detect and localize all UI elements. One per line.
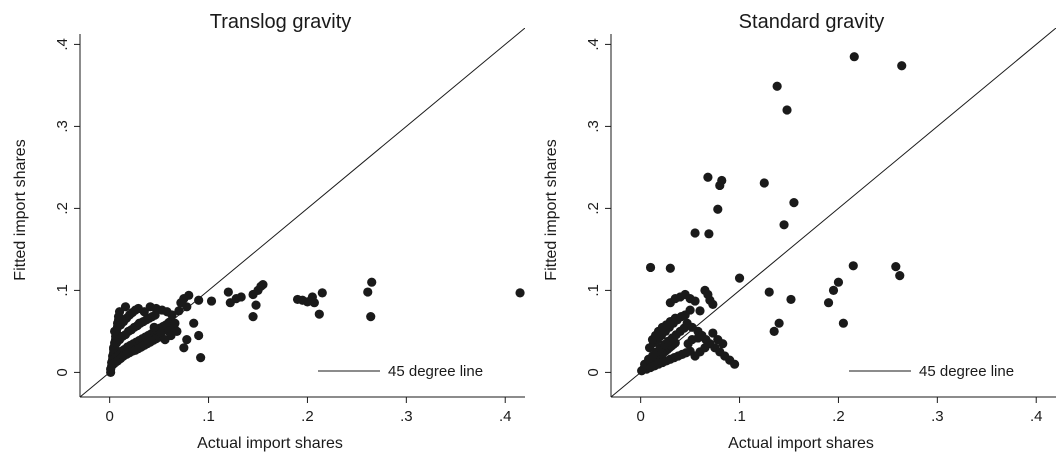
- scatter-point: [258, 280, 268, 290]
- scatter-point: [690, 228, 700, 238]
- scatter-point: [366, 312, 376, 322]
- scatter-point: [786, 294, 796, 305]
- scatter-point: [708, 328, 718, 338]
- scatter-point: [194, 330, 204, 341]
- scatter-point: [734, 273, 745, 283]
- scatter-point: [317, 288, 327, 298]
- scatter-point: [685, 305, 695, 315]
- scatter-plot-translog: Translog gravity 0 .1 .2 .3 .4 0 .1 .2 .3 .4 Actual…: [12, 11, 525, 452]
- scatter-point: [823, 298, 834, 308]
- scatter-point: [895, 271, 905, 281]
- x-tick-label: .3: [400, 408, 413, 425]
- y-tick-label: .2: [585, 202, 602, 215]
- scatter-points: [106, 277, 525, 377]
- scatter-point: [182, 302, 192, 312]
- scatter-point: [717, 175, 727, 186]
- scatter-point: [833, 277, 844, 287]
- scatter-point: [174, 306, 184, 316]
- x-tick-label: .2: [832, 408, 845, 425]
- scatter-point: [189, 318, 199, 328]
- scatter-point: [196, 353, 206, 363]
- scatter-point: [718, 339, 728, 349]
- y-axis-title: Fitted import shares: [543, 139, 560, 280]
- scatter-point: [759, 178, 769, 188]
- scatter-point: [167, 310, 177, 320]
- scatter-point: [838, 318, 848, 328]
- x-tick-label: .4: [1030, 408, 1043, 425]
- scatter-point: [849, 52, 859, 62]
- scatter-point: [665, 263, 675, 273]
- scatter-point: [179, 343, 189, 353]
- scatter-point: [891, 262, 901, 272]
- scatter-point: [645, 262, 656, 273]
- scatter-point: [708, 299, 718, 309]
- scatter-point: [690, 296, 700, 306]
- scatter-point: [515, 288, 525, 298]
- y-tick-label: .4: [54, 38, 71, 51]
- scatter-point: [314, 309, 324, 319]
- scatter-point: [704, 229, 714, 239]
- x-tick-label: .3: [931, 408, 944, 425]
- x-tick-label: 0: [105, 408, 113, 425]
- scatter-point: [713, 204, 723, 214]
- scatter-point: [848, 261, 858, 271]
- scatter-point: [248, 312, 258, 322]
- scatter-point: [764, 287, 774, 297]
- chart-title: Standard gravity: [739, 11, 885, 33]
- y-tick-label: 0: [585, 368, 602, 376]
- y-tick-label: 0: [54, 368, 71, 376]
- scatter-point: [194, 295, 204, 305]
- scatter-point: [772, 81, 782, 91]
- scatter-point: [184, 290, 194, 300]
- scatter-point: [223, 287, 233, 297]
- scatter-point: [149, 322, 159, 332]
- x-tick-label: .1: [202, 408, 215, 425]
- scatter-point: [134, 318, 144, 328]
- scatter-plot-standard: Standard gravity 0 .1 .2 .3 .4 0 .1 .2 .3 .4 Actual…: [543, 11, 1056, 452]
- legend-label: 45 degree line: [388, 363, 483, 380]
- scatter-point: [251, 300, 261, 310]
- scatter-point: [703, 172, 713, 182]
- x-tick-label: .1: [733, 408, 746, 425]
- x-axis-title: Actual import shares: [728, 435, 874, 452]
- legend-label: 45 degree line: [919, 363, 1014, 380]
- scatter-point: [789, 198, 799, 208]
- scatter-point: [172, 326, 182, 336]
- scatter-point: [120, 302, 131, 312]
- y-tick-label: .3: [585, 120, 602, 133]
- scatter-point: [828, 285, 839, 295]
- scatter-point: [782, 105, 792, 115]
- y-tick-label: .1: [54, 284, 71, 297]
- scatter-point: [367, 277, 377, 287]
- x-axis-title: Actual import shares: [197, 435, 343, 452]
- scatter-point: [309, 298, 319, 308]
- scatter-point: [182, 335, 192, 345]
- y-tick-label: .3: [54, 120, 71, 133]
- scatter-point: [897, 61, 907, 71]
- x-tick-label: 0: [636, 408, 644, 425]
- scatter-point: [695, 306, 705, 316]
- x-tick-label: .2: [301, 408, 314, 425]
- y-tick-label: .1: [585, 284, 602, 297]
- chart-panel-standard: Standard gravity 0 .1 .2 .3 .4 0 .1 .2 .3 .4 Actual…: [531, 0, 1062, 457]
- scatter-point: [236, 292, 246, 302]
- scatter-point: [363, 287, 373, 297]
- y-tick-label: .4: [585, 38, 602, 51]
- scatter-point: [769, 326, 779, 336]
- scatter-points: [637, 52, 907, 376]
- scatter-point: [700, 343, 710, 353]
- y-axis-title: Fitted import shares: [12, 139, 29, 280]
- y-tick-label: .2: [54, 202, 71, 215]
- scatter-point: [779, 220, 789, 230]
- scatter-point: [774, 318, 784, 328]
- scatter-point: [670, 313, 680, 323]
- chart-title: Translog gravity: [210, 11, 352, 33]
- scatter-point: [693, 333, 703, 343]
- x-tick-label: .4: [499, 408, 512, 425]
- scatter-point: [730, 359, 740, 369]
- scatter-point: [206, 296, 217, 306]
- chart-panel-translog: Translog gravity 0 .1 .2 .3 .4 0 .1 .2 .3 .4 Actual…: [12, 11, 525, 452]
